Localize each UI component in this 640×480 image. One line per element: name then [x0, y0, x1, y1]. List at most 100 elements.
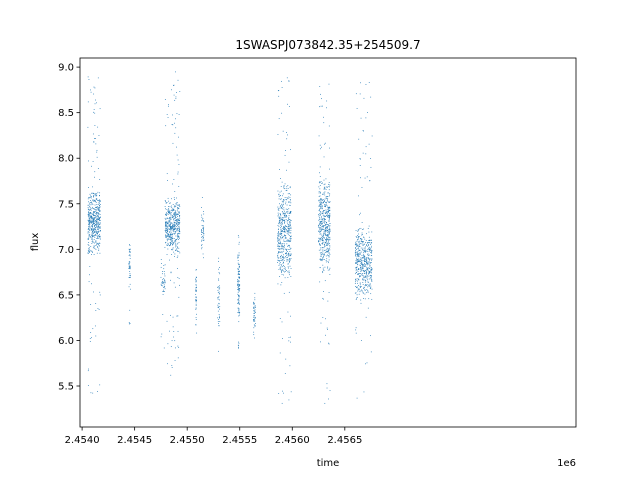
data-point: [322, 228, 324, 230]
data-point: [324, 143, 325, 145]
data-point: [254, 317, 256, 319]
data-point: [95, 235, 97, 236]
data-point: [177, 227, 179, 229]
data-point: [96, 225, 97, 227]
data-point: [90, 222, 92, 224]
data-point: [367, 242, 369, 244]
data-point: [370, 262, 372, 263]
data-point: [318, 191, 320, 193]
data-point: [289, 239, 291, 241]
data-point: [175, 228, 177, 229]
data-point: [95, 234, 97, 235]
data-point: [166, 244, 168, 246]
data-point: [168, 236, 170, 237]
data-point: [91, 229, 93, 231]
data-point: [278, 252, 280, 253]
data-point: [167, 225, 168, 227]
data-point: [89, 249, 91, 251]
data-point: [362, 234, 363, 236]
data-point: [253, 306, 255, 308]
data-point: [88, 220, 90, 222]
data-point: [328, 243, 330, 245]
point-cluster-4: [164, 71, 181, 376]
data-point: [318, 135, 320, 137]
data-point: [369, 272, 371, 273]
data-point: [99, 226, 101, 228]
data-point: [283, 227, 284, 228]
data-point: [357, 288, 359, 290]
data-point: [365, 240, 367, 241]
data-point: [320, 224, 321, 226]
data-point: [320, 202, 322, 203]
data-point: [170, 235, 172, 237]
data-point: [319, 219, 321, 220]
data-point: [324, 244, 325, 246]
data-point: [367, 245, 368, 247]
data-point: [218, 279, 220, 281]
data-point: [288, 240, 290, 242]
data-point: [320, 249, 322, 251]
data-point: [364, 266, 365, 267]
data-point: [280, 229, 282, 231]
data-point: [369, 249, 370, 251]
data-point: [364, 289, 365, 291]
data-point: [97, 228, 99, 230]
data-point: [255, 325, 256, 327]
data-point: [170, 233, 171, 235]
data-point: [88, 196, 90, 198]
data-point: [364, 298, 366, 300]
data-point: [362, 264, 363, 265]
x-tick-label: 2.4560: [275, 435, 310, 446]
data-point: [168, 224, 170, 226]
data-point: [279, 213, 281, 214]
data-point: [359, 212, 361, 214]
data-point: [323, 200, 325, 202]
data-point: [169, 221, 171, 223]
data-point: [327, 248, 329, 250]
data-point: [281, 402, 283, 404]
data-point: [166, 114, 168, 115]
data-point: [279, 251, 281, 253]
data-point: [92, 247, 94, 249]
data-point: [98, 224, 99, 226]
data-point: [329, 210, 331, 212]
data-point: [238, 297, 240, 299]
data-point: [129, 267, 131, 269]
data-point: [167, 233, 169, 235]
data-point: [278, 217, 280, 219]
data-point: [129, 274, 131, 276]
data-point: [203, 213, 205, 215]
data-point: [362, 284, 364, 285]
data-point: [90, 218, 92, 220]
data-point: [364, 238, 366, 240]
data-point: [355, 267, 357, 269]
data-point: [178, 239, 179, 241]
data-point: [88, 232, 90, 234]
data-point: [238, 315, 240, 317]
data-point: [328, 259, 330, 261]
data-point: [289, 249, 291, 250]
data-point: [362, 269, 364, 271]
data-point: [285, 216, 287, 218]
x-axis-label: time: [317, 458, 340, 469]
data-point: [283, 227, 285, 229]
data-point: [94, 223, 95, 225]
point-cluster-1: [87, 76, 101, 394]
data-point: [179, 204, 180, 206]
data-point: [358, 279, 360, 281]
data-point: [320, 93, 321, 95]
data-point: [281, 244, 283, 246]
data-point: [326, 226, 328, 228]
data-point: [168, 200, 170, 202]
data-point: [93, 235, 95, 237]
data-point: [95, 303, 97, 304]
data-point: [177, 235, 179, 236]
data-point: [92, 204, 94, 206]
data-point: [286, 252, 287, 254]
data-point: [95, 198, 97, 200]
data-point: [366, 268, 368, 270]
data-point: [239, 284, 241, 286]
data-point: [367, 248, 369, 250]
data-point: [277, 242, 279, 243]
data-point: [324, 142, 326, 144]
